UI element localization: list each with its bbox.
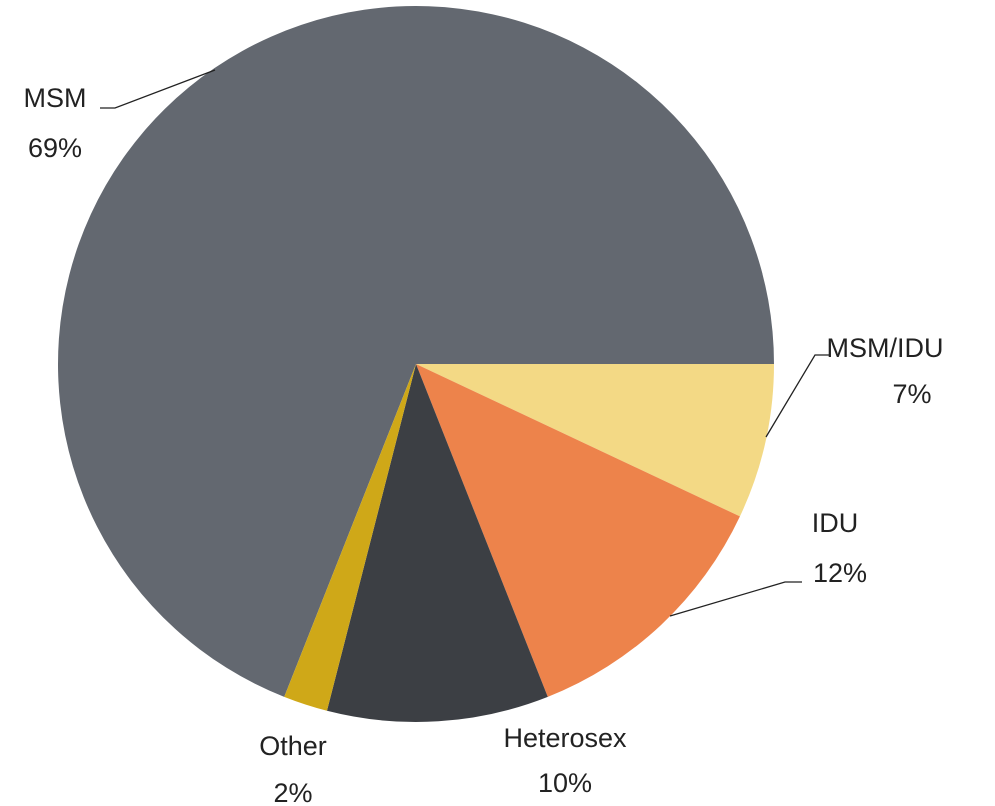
- slice-value-label: 7%: [892, 379, 931, 409]
- pie-slice: [416, 364, 740, 697]
- slice-value-label: 10%: [538, 768, 592, 798]
- pie-slice: [284, 364, 416, 711]
- leader-line: [669, 581, 802, 617]
- leader-line: [765, 354, 830, 438]
- leader-line: [100, 69, 216, 109]
- slice-value-label: 12%: [813, 558, 867, 588]
- pie-slice: [57, 5, 774, 697]
- slice-value-label: 69%: [28, 133, 82, 163]
- pie-slice: [416, 364, 774, 517]
- pie-slice: [326, 364, 548, 722]
- slice-label: Other: [259, 731, 327, 761]
- slice-label: MSM: [24, 83, 87, 113]
- slice-label: Heterosex: [503, 723, 627, 753]
- slice-value-label: 2%: [273, 778, 312, 806]
- slice-label: IDU: [812, 508, 859, 538]
- slice-label: MSM/IDU: [827, 333, 944, 363]
